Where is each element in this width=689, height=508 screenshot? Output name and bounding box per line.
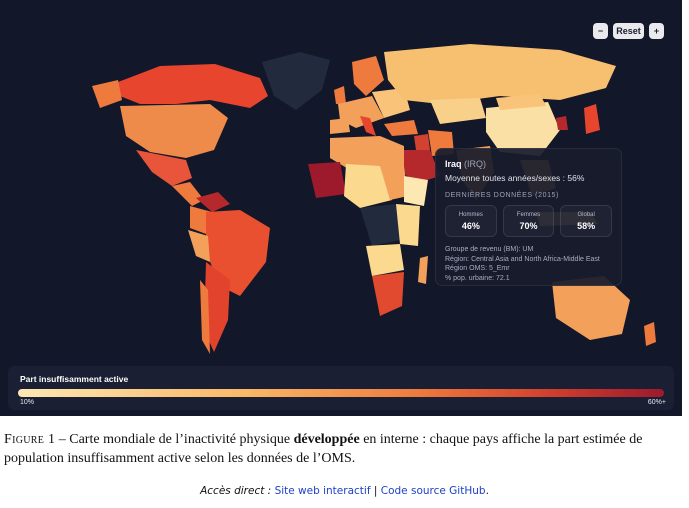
country-usa[interactable] xyxy=(120,104,228,158)
caption-emphasis: développée xyxy=(293,432,360,447)
country-china[interactable] xyxy=(486,102,560,156)
country-uk[interactable] xyxy=(334,86,346,104)
country-sudan[interactable] xyxy=(380,166,408,200)
country-australia[interactable] xyxy=(552,276,630,340)
stat-value: 70% xyxy=(519,220,538,231)
country-mexico[interactable] xyxy=(136,150,192,186)
country-south-africa[interactable] xyxy=(372,272,404,316)
country-angola[interactable] xyxy=(366,244,404,276)
caption-label: Figure 1 xyxy=(4,432,56,447)
stat-label: Femmes xyxy=(516,211,541,218)
country-mongolia[interactable] xyxy=(496,94,546,110)
caption-text-before: – Carte mondiale de l’inactivité physiqu… xyxy=(55,432,294,447)
stat-label: Hommes xyxy=(458,211,483,218)
tooltip-average: Moyenne toutes années/sexes : 56% xyxy=(445,173,585,183)
reset-button[interactable]: Reset xyxy=(613,23,644,39)
country-japan[interactable] xyxy=(584,104,600,134)
country-chile[interactable] xyxy=(200,280,210,354)
country-saudi-arabia[interactable] xyxy=(400,150,440,184)
caption-text-after: en interne : chaque pays affiche la part… xyxy=(4,432,643,466)
country-congo[interactable] xyxy=(360,204,400,246)
country-west-africa[interactable] xyxy=(344,164,392,208)
country-russia[interactable] xyxy=(384,44,616,104)
country-italy[interactable] xyxy=(360,116,376,136)
tooltip-country: Iraq xyxy=(445,159,462,169)
country-new-zealand[interactable] xyxy=(644,322,656,346)
country-europe-west[interactable] xyxy=(338,96,384,128)
stat-value: 58% xyxy=(577,220,596,231)
meta-region: Région: Central Asia and North Africa-Mi… xyxy=(445,255,600,263)
tooltip-stats: Hommes 46% Femmes 70% Global 58% xyxy=(445,205,613,237)
country-iraq[interactable] xyxy=(414,134,430,150)
links-suffix: . xyxy=(485,485,489,497)
color-legend: Part insuffisamment active 10% 60%+ xyxy=(8,366,674,410)
country-spain[interactable] xyxy=(330,118,350,134)
links-prefix: Accès direct : xyxy=(200,485,272,497)
country-peru[interactable] xyxy=(188,230,210,262)
country-kazakhstan[interactable] xyxy=(430,98,486,124)
figure-caption: Figure 1 – Carte mondiale de l’inactivit… xyxy=(4,430,684,468)
stat-women: Femmes 70% xyxy=(502,205,555,237)
country-ethiopia[interactable] xyxy=(404,176,428,206)
country-korea[interactable] xyxy=(556,116,568,130)
source-link[interactable]: Code source GitHub xyxy=(380,485,486,497)
map-panel[interactable]: − Reset + Iraq (IRQ) Moyenne toutes anné… xyxy=(0,0,682,416)
stat-value: 46% xyxy=(461,220,480,231)
country-canada[interactable] xyxy=(118,64,268,108)
country-central-america[interactable] xyxy=(172,182,204,206)
stat-label: Global xyxy=(577,211,595,218)
country-greenland[interactable] xyxy=(262,52,330,110)
tooltip-code: (IRQ) xyxy=(464,159,487,169)
access-links: Accès direct : Site web interactif | Cod… xyxy=(0,485,689,497)
meta-urban-pop: % pop. urbaine: 72.1 xyxy=(445,274,510,282)
country-turkey[interactable] xyxy=(384,120,418,136)
country-madagascar[interactable] xyxy=(418,256,428,284)
legend-gradient-bar xyxy=(18,389,664,397)
stat-men: Hommes 46% xyxy=(445,205,497,237)
legend-title: Part insuffisamment active xyxy=(20,374,129,384)
country-venezuela[interactable] xyxy=(196,192,230,212)
zoom-in-button[interactable]: + xyxy=(649,23,664,39)
zoom-out-button[interactable]: − xyxy=(593,23,608,39)
country-alaska[interactable] xyxy=(92,80,122,108)
legend-max-label: 60%+ xyxy=(647,399,666,406)
tooltip-section: DERNIÈRES DONNÉES (2015) xyxy=(445,192,559,199)
tooltip-meta: Groupe de revenu (BM): UM Région: Centra… xyxy=(445,245,612,283)
tooltip-title: Iraq (IRQ) xyxy=(445,159,612,169)
country-north-africa[interactable] xyxy=(330,136,404,170)
country-tooltip: Iraq (IRQ) Moyenne toutes années/sexes :… xyxy=(435,148,622,286)
meta-who-region: Région OMS: 5_Emr xyxy=(445,265,510,272)
country-east-africa[interactable] xyxy=(396,204,420,246)
country-scandinavia[interactable] xyxy=(352,56,384,96)
links-separator: | xyxy=(373,485,378,497)
legend-min-label: 10% xyxy=(20,399,35,406)
meta-income-group: Groupe de revenu (BM): UM xyxy=(445,246,534,253)
country-mali[interactable] xyxy=(308,162,346,198)
site-link[interactable]: Site web interactif xyxy=(274,485,371,497)
stat-global: Global 58% xyxy=(560,205,613,237)
country-argentina[interactable] xyxy=(204,262,230,352)
